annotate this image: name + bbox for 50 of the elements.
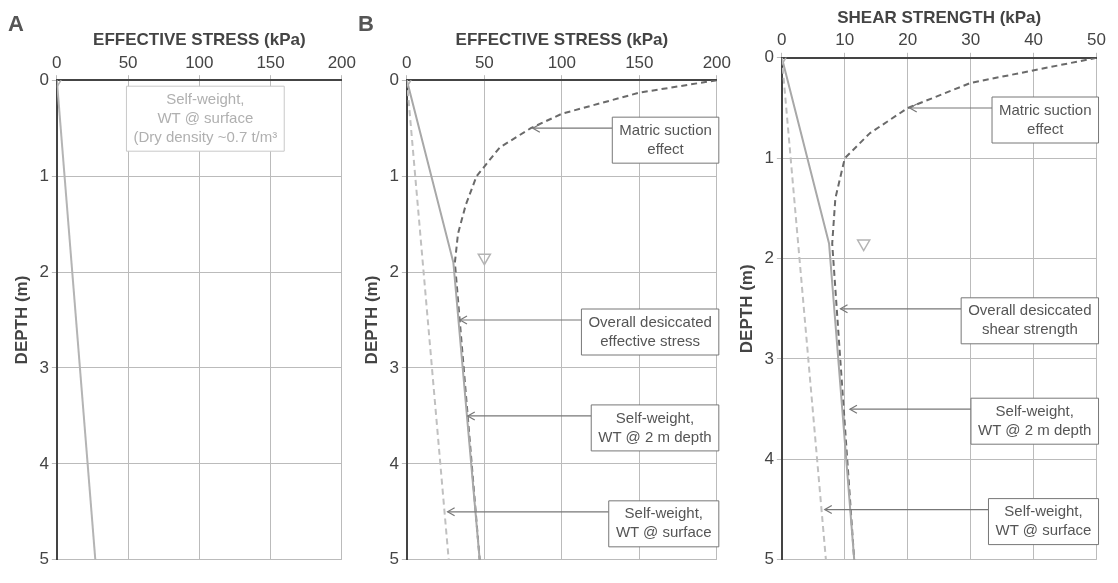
- x-tick-label: 50: [118, 52, 138, 72]
- y-tick-label: 4: [39, 453, 49, 473]
- y-axis-title: DEPTH (m): [361, 275, 381, 365]
- chart-title: A: [8, 11, 24, 37]
- y-tick-label: 1: [389, 165, 399, 185]
- annotation: Matric suction effect: [999, 100, 1092, 137]
- annotation: Self-weight, WT @ 2 m depth: [598, 408, 712, 445]
- y-tick-label: 0: [389, 69, 399, 89]
- chart-title: B: [358, 11, 374, 37]
- annotation: Overall desiccated effective stress: [588, 312, 712, 349]
- x-tick-label: 150: [625, 52, 654, 72]
- x-tick-label: 0: [777, 30, 787, 50]
- y-tick-label: 2: [39, 261, 49, 281]
- x-axis-title: SHEAR STRENGTH (kPa): [837, 7, 1042, 27]
- x-tick-label: 20: [898, 30, 918, 50]
- y-tick-label: 1: [39, 165, 49, 185]
- x-tick-label: 0: [52, 52, 62, 72]
- annotation: Self-weight, WT @ surface: [615, 504, 712, 541]
- x-tick-label: 100: [547, 52, 577, 72]
- x-tick-label: 50: [474, 52, 494, 72]
- annotation: Overall desiccated shear strength: [968, 301, 1092, 338]
- y-tick-label: 3: [389, 357, 399, 377]
- x-tick-label: 30: [961, 30, 981, 50]
- x-tick-label: 200: [702, 52, 732, 72]
- x-axis-title: EFFECTIVE STRESS (kPa): [93, 30, 306, 50]
- y-tick-label: 5: [764, 549, 774, 569]
- x-tick-label: 10: [835, 30, 855, 50]
- y-tick-label: 3: [39, 357, 49, 377]
- annotation: Self-weight, WT @ surface (Dry density ~0.7 t/m³: [133, 89, 278, 145]
- y-tick-label: 0: [39, 69, 49, 89]
- y-tick-label: 1: [764, 147, 774, 167]
- annotation: Self-weight, WT @ surface: [995, 502, 1092, 539]
- y-tick-label: 5: [39, 549, 49, 569]
- x-tick-label: 150: [256, 52, 285, 72]
- annotation: Self-weight, WT @ 2 m depth: [978, 401, 1092, 438]
- y-tick-label: 4: [389, 453, 399, 473]
- annotation: Matric suction effect: [619, 120, 712, 157]
- y-tick-label: 2: [389, 261, 399, 281]
- x-tick-label: 100: [185, 52, 214, 72]
- x-tick-label: 40: [1024, 30, 1044, 50]
- x-tick-label: 50: [1087, 30, 1107, 50]
- x-tick-label: 0: [402, 52, 412, 72]
- y-tick-label: 2: [764, 248, 774, 268]
- y-tick-label: 4: [764, 449, 774, 469]
- y-tick-label: 5: [389, 549, 399, 569]
- y-tick-label: 3: [764, 348, 774, 368]
- x-axis-title: EFFECTIVE STRESS (kPa): [455, 30, 669, 50]
- y-axis-title: DEPTH (m): [11, 275, 31, 365]
- x-tick-label: 200: [327, 52, 357, 72]
- y-axis-title: DEPTH (m): [736, 264, 756, 354]
